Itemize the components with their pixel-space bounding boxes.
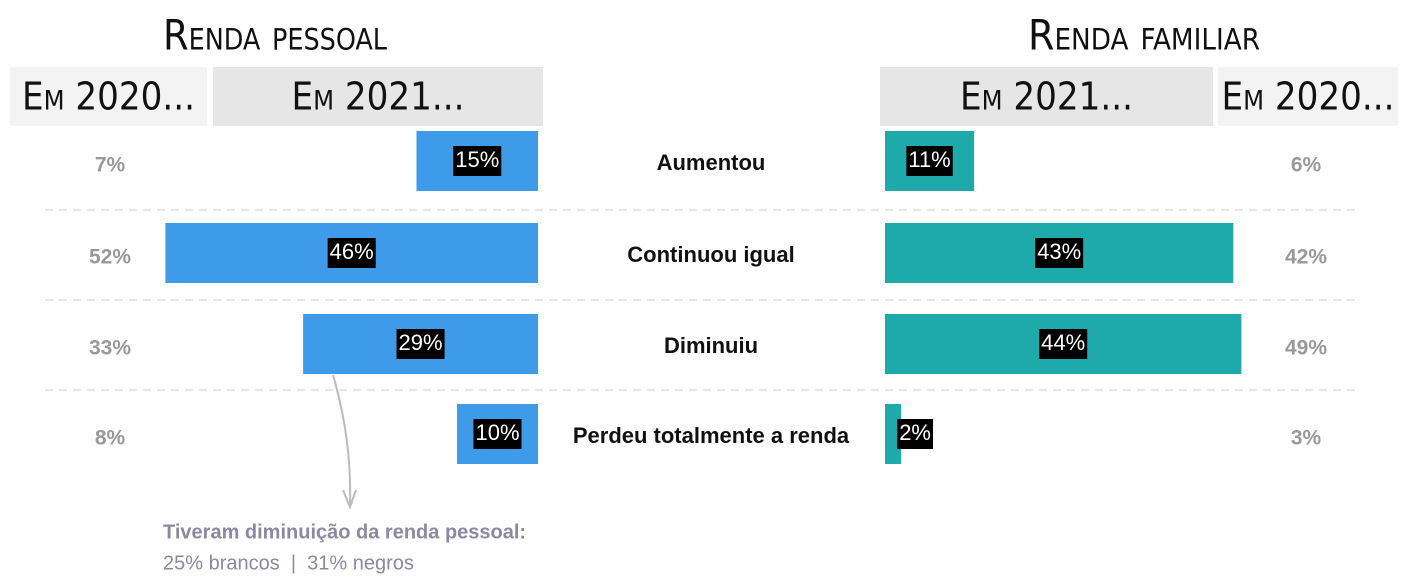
column-header-bg: [213, 67, 543, 126]
value-label-bg: [327, 238, 376, 268]
value-label: 11%: [908, 147, 950, 172]
column-header: Em 2021...: [292, 75, 465, 119]
value-label: 10%: [475, 420, 519, 445]
prior-value: 49%: [1285, 337, 1327, 360]
prior-value: 33%: [89, 337, 131, 360]
prior-value: 8%: [95, 427, 126, 450]
value-label: 43%: [1037, 239, 1081, 264]
annotation-text: 25% brancos | 31% negros: [163, 552, 414, 574]
value-label: 44%: [1041, 330, 1085, 355]
value-label-bg: [1039, 329, 1088, 359]
column-header: Em 2021...: [960, 75, 1133, 119]
value-label-bg: [906, 146, 953, 176]
value-label: 29%: [399, 330, 443, 355]
category-label: Continuou igual: [627, 242, 794, 267]
arrow: [332, 374, 352, 506]
column-header-bg: [1218, 67, 1398, 126]
value-label-bg: [453, 146, 502, 176]
separators: [45, 209, 1360, 391]
column-header-bg: [880, 67, 1213, 126]
annotation-title: Tiveram diminuição da renda pessoal:: [163, 521, 526, 543]
column-header: Em 2020...: [22, 75, 195, 119]
value-label-bg: [897, 419, 933, 449]
prior-value: 7%: [95, 154, 126, 177]
column-header-bg: [10, 67, 207, 126]
bar: [885, 404, 902, 464]
prior-value: 6%: [1291, 154, 1322, 177]
category-label: Diminuiu: [664, 333, 758, 358]
category-label: Aumentou: [657, 150, 766, 175]
prior-value: 52%: [89, 246, 131, 269]
value-label: 46%: [330, 239, 374, 264]
arrow-head: [342, 489, 357, 510]
value-label: 2%: [899, 420, 931, 445]
value-label-bg: [473, 419, 522, 449]
column-header: Em 2020...: [1222, 75, 1395, 119]
value-label-bg: [1035, 238, 1084, 268]
chart-title: Renda pessoal: [163, 11, 387, 60]
prior-value: 3%: [1291, 427, 1322, 450]
chart-title: Renda familiar: [1028, 11, 1260, 60]
category-label: Perdeu totalmente a renda: [573, 423, 850, 448]
value-label: 15%: [455, 147, 499, 172]
value-label-bg: [396, 329, 445, 359]
prior-value: 42%: [1285, 246, 1327, 269]
